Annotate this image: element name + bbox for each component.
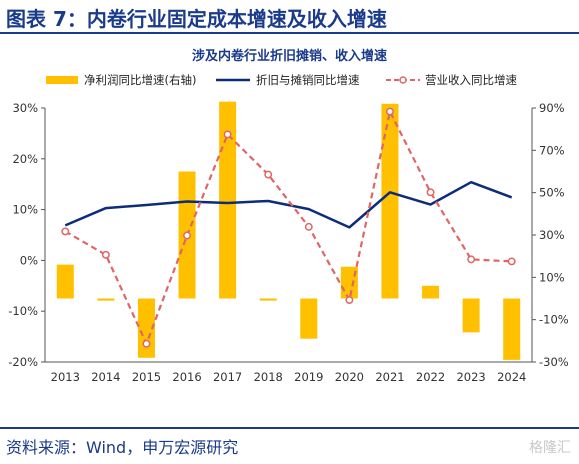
point-revenue: [223, 130, 232, 139]
lines: [61, 107, 516, 348]
x-tick-label: 2023: [456, 370, 485, 384]
bar-net-profit: [259, 298, 277, 301]
bar-net-profit: [381, 103, 399, 299]
point-revenue: [304, 222, 313, 231]
point-revenue: [507, 257, 516, 266]
legend-swatch-bar: [46, 76, 78, 84]
x-tick-label: 2016: [172, 370, 201, 384]
point-revenue: [426, 188, 435, 197]
y-right-tick-label: -30%: [539, 355, 569, 369]
x-tick-label: 2014: [91, 370, 120, 384]
bar-net-profit: [422, 285, 440, 299]
point-revenue: [183, 231, 191, 240]
bar-net-profit: [503, 298, 521, 360]
bar-net-profit: [462, 298, 480, 333]
point-revenue: [345, 296, 354, 304]
y-left-tick-label: 30%: [12, 101, 38, 115]
point-revenue: [467, 255, 476, 264]
point-revenue: [61, 227, 70, 236]
y-right-tick-label: 10%: [539, 270, 565, 284]
legend-label-rev: 营业收入同比增速: [425, 73, 517, 87]
y-right-tick-label: 90%: [539, 101, 565, 115]
legend-label-bar: 净利润同比增速(右轴): [84, 73, 196, 87]
point-revenue: [264, 170, 273, 179]
bar-net-profit: [97, 298, 115, 301]
y-left-tick-label: 20%: [12, 152, 38, 166]
y-left-tick-label: 10%: [12, 203, 38, 217]
x-tick-label: 2017: [213, 370, 242, 384]
line-depreciation: [64, 180, 513, 229]
y-left-tick-label: -10%: [8, 304, 38, 318]
x-tick-label: 2013: [51, 370, 80, 384]
x-tick-label: 2015: [132, 370, 161, 384]
y-right-tick-label: 30%: [539, 228, 565, 242]
x-tick-label: 2022: [416, 370, 445, 384]
x-tick-label: 2021: [375, 370, 404, 384]
figure-title: 图表 7：内卷行业固定成本增速及收入增速: [6, 7, 387, 31]
point-revenue: [142, 339, 151, 348]
source-note: 资料来源：Wind，申万宏源研究: [6, 438, 239, 457]
bar-net-profit: [300, 298, 318, 339]
line-revenue: [64, 110, 512, 345]
y-right-tick-label: 70%: [539, 143, 565, 157]
bar-net-profit: [56, 264, 74, 299]
axes: [41, 107, 536, 363]
x-tick-label: 2024: [497, 370, 526, 384]
tick-labels: -20% -10% 0% 10% 20% 30% -30% -10% 10% 30% 50% 70% 9…: [8, 101, 569, 384]
y-left-tick-label: 0%: [20, 253, 38, 267]
chart: 涉及内卷行业折旧摊销、收入增速 净利润同比增速(右轴) 折旧与摊销同比增速 营业…: [8, 48, 569, 384]
x-tick-label: 2019: [294, 370, 323, 384]
x-tick-label: 2020: [335, 370, 364, 384]
chart-title: 涉及内卷行业折旧摊销、收入增速: [192, 48, 387, 64]
footer-divider: [0, 427, 579, 429]
y-right-tick-label: 50%: [539, 186, 565, 200]
point-revenue: [386, 107, 394, 116]
legend-marker-rev: [399, 76, 407, 84]
legend: 净利润同比增速(右轴) 折旧与摊销同比增速 营业收入同比增速: [46, 73, 517, 87]
bars: [56, 101, 521, 360]
bar-net-profit: [219, 101, 237, 299]
y-right-tick-label: -10%: [539, 313, 569, 327]
title-divider: [0, 32, 579, 34]
x-tick-label: 2018: [254, 370, 283, 384]
legend-label-depr: 折旧与摊销同比增速: [256, 73, 360, 87]
bar-net-profit: [137, 298, 155, 358]
point-revenue: [101, 250, 110, 259]
watermark-logo: 格隆汇: [529, 440, 571, 456]
y-left-tick-label: -20%: [8, 355, 38, 369]
